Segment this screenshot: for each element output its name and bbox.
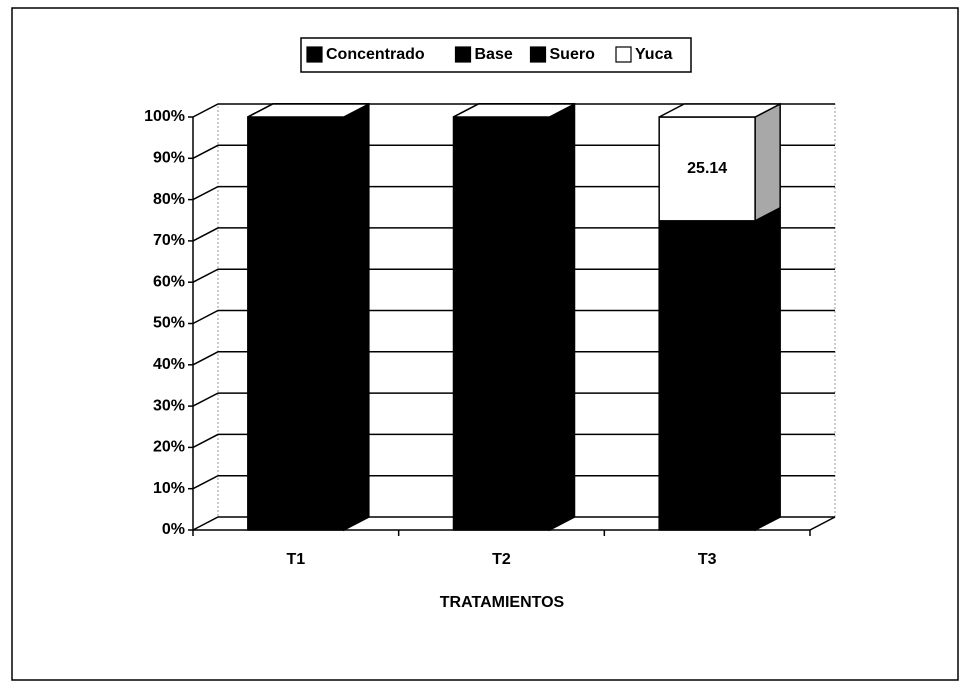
grid-line [192, 516, 835, 531]
y-tick-label: 100% [144, 108, 185, 125]
bar-top [453, 103, 575, 118]
grid-line [192, 309, 835, 325]
legend-label: Base [475, 46, 513, 63]
legend-marker [529, 46, 547, 63]
x-tick-label: T3 [698, 551, 717, 568]
bar-segment [453, 103, 575, 118]
legend-marker [306, 46, 323, 63]
data-label: 25.14 [687, 160, 727, 177]
grid-line [192, 103, 835, 118]
legend-marker [615, 46, 632, 63]
bar-side [754, 206, 781, 532]
y-tick-label: 80% [153, 191, 185, 208]
legend-label: Yuca [635, 46, 672, 63]
y-tick-label: 70% [153, 232, 185, 249]
y-tick-label: 30% [153, 397, 185, 414]
bar-segment [452, 102, 576, 532]
y-tick-label: 50% [153, 315, 185, 332]
bar-segment [658, 206, 781, 532]
bar-front [658, 220, 756, 531]
bar-front [452, 116, 551, 531]
grid-line [192, 227, 835, 242]
legend-label: Suero [550, 46, 596, 63]
legend-marker [454, 46, 472, 63]
y-tick-label: 90% [153, 150, 185, 167]
bar-segment [247, 103, 370, 118]
bar-top [658, 103, 781, 118]
grid-line [192, 392, 835, 407]
y-tick-label: 60% [153, 273, 185, 290]
bar-segment [658, 102, 781, 223]
grid-line [192, 144, 835, 159]
grid-line [192, 185, 835, 201]
y-tick-label: 10% [153, 480, 185, 497]
y-tick-label: 0% [162, 521, 185, 538]
y-tick-label: 40% [153, 356, 185, 373]
x-tick-label: T2 [492, 551, 511, 568]
grid-line [192, 268, 835, 283]
bar-segment [247, 102, 370, 532]
grid-line [192, 433, 835, 449]
grid-line [192, 351, 835, 366]
bar-side [754, 102, 781, 223]
grid-line [192, 474, 835, 490]
x-tick-label: T1 [286, 551, 305, 568]
bar-top [247, 103, 370, 118]
x-axis-title: TRATAMIENTOS [440, 594, 565, 611]
bar-side [548, 102, 576, 532]
y-tick-label: 20% [153, 439, 185, 456]
legend-label: Concentrado [326, 46, 425, 63]
bar-side [343, 102, 370, 532]
bar-front [247, 116, 345, 531]
